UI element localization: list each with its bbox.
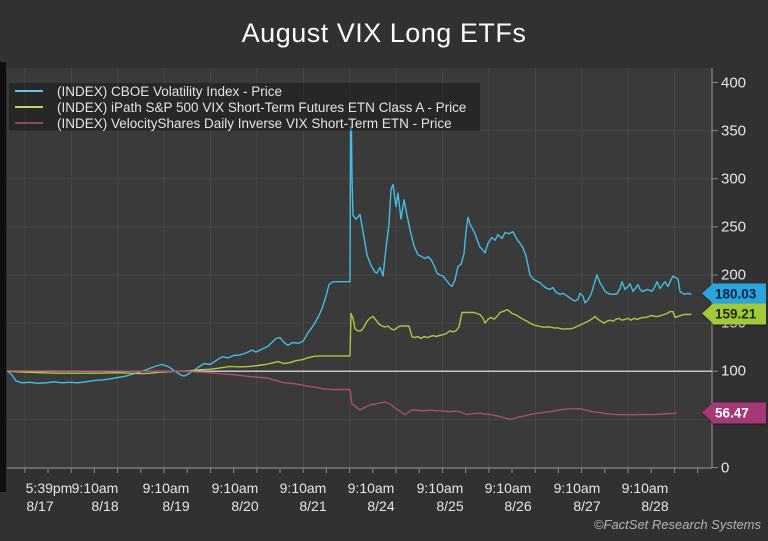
x-axis-time-label: 9:10am: [279, 480, 327, 496]
price-tag-159.21[interactable]: 159.21: [702, 303, 766, 325]
legend-item-vxx[interactable]: (INDEX) iPath S&P 500 VIX Short-Term Fut…: [9, 99, 481, 115]
price-tag-180.03[interactable]: 180.03: [702, 283, 766, 305]
x-axis-date-label: 8/25: [436, 498, 464, 514]
x-axis-date-label: 8/28: [641, 498, 669, 514]
legend-label-xiv: (INDEX) VelocityShares Daily Inverse VIX…: [57, 115, 452, 131]
legend-label-vix: (INDEX) CBOE Volatility Index - Price: [57, 83, 283, 99]
x-axis-date-label: 8/17: [26, 498, 54, 514]
x-axis-time-label: 9:10am: [347, 480, 395, 496]
x-axis-time-label: 9:10am: [211, 480, 259, 496]
y-axis-label-200: 200: [721, 266, 747, 284]
left-gutter: [0, 62, 6, 492]
series-line-2[interactable]: [7, 370, 677, 421]
x-axis-time-label: 9:10am: [142, 480, 190, 496]
legend-item-vix[interactable]: (INDEX) CBOE Volatility Index - Price: [9, 83, 481, 99]
y-axis-label-100: 100: [721, 362, 747, 380]
y-axis-label-350: 350: [721, 122, 747, 140]
series-line-1[interactable]: [7, 308, 692, 375]
y-axis-label-0: 0: [721, 459, 730, 476]
price-tag-value: 159.21: [713, 303, 766, 325]
y-axis-label-400: 400: [721, 74, 747, 91]
x-axis-date-label: 8/26: [504, 498, 532, 514]
x-axis-time-label: 9:10am: [553, 480, 601, 496]
price-tag-arrow-icon: [702, 402, 713, 423]
x-axis-time-label: 5:39pm: [25, 480, 73, 496]
x-axis-time-label: 9:10am: [484, 480, 532, 496]
price-tag-arrow-icon: [702, 303, 713, 324]
y-axis-label-300: 300: [721, 170, 747, 188]
x-axis-date-label: 8/27: [573, 498, 601, 514]
x-axis-date-label: 8/19: [162, 498, 190, 514]
vix-line-swatch-icon: [15, 90, 43, 92]
legend-item-xiv[interactable]: (INDEX) VelocityShares Daily Inverse VIX…: [9, 115, 481, 131]
copyright-note: ©FactSet Research Systems: [593, 517, 761, 532]
x-axis-time-label: 9:10am: [71, 480, 119, 496]
x-axis-time-label: 9:10am: [621, 480, 669, 496]
x-axis-date-label: 8/20: [231, 498, 259, 514]
legend: (INDEX) CBOE Volatility Index - Price (I…: [9, 83, 481, 131]
xiv-line-swatch-icon: [15, 122, 43, 124]
x-axis-date-label: 8/21: [299, 498, 327, 514]
legend-label-vxx: (INDEX) iPath S&P 500 VIX Short-Term Fut…: [57, 99, 467, 115]
price-tag-value: 180.03: [713, 283, 766, 305]
x-axis-date-label: 8/18: [91, 498, 119, 514]
plot-background: [7, 68, 712, 468]
price-tag-56.47[interactable]: 56.47: [702, 402, 766, 424]
price-tag-value: 56.47: [713, 402, 766, 424]
y-axis-label-250: 250: [721, 218, 747, 236]
price-tag-arrow-icon: [702, 283, 713, 304]
chart-title: August VIX Long ETFs: [241, 18, 527, 48]
x-axis-time-label: 9:10am: [416, 480, 464, 496]
vxx-line-swatch-icon: [15, 106, 43, 108]
x-axis-date-label: 8/24: [367, 498, 395, 514]
series-line-0[interactable]: [7, 126, 692, 384]
